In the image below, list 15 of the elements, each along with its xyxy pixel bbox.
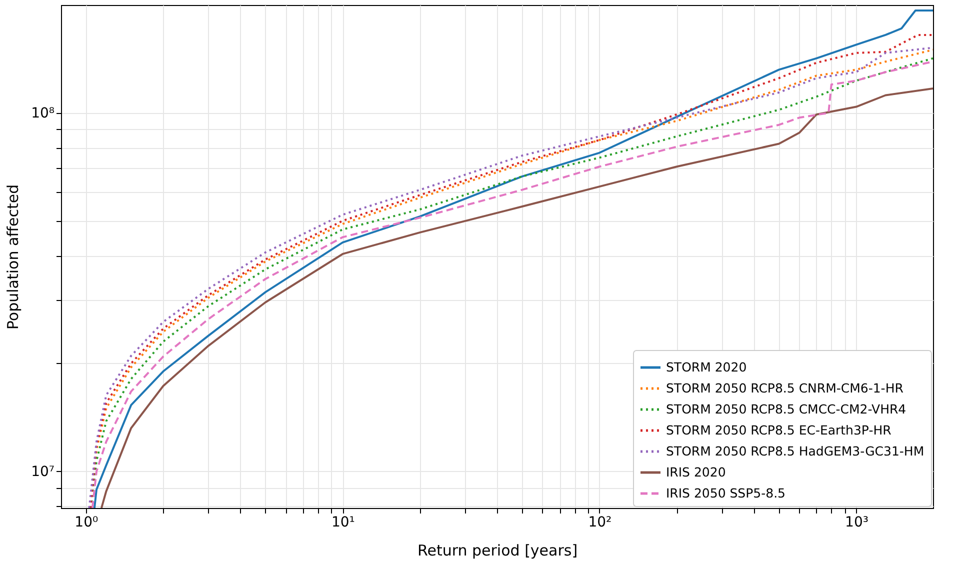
legend-label: STORM 2050 RCP8.5 HadGEM3-GC31-HM — [666, 444, 924, 458]
x-axis-title: Return period [years] — [417, 542, 578, 560]
legend-label: STORM 2050 RCP8.5 CMCC-CM2-VHR4 — [666, 402, 906, 416]
legend-label: IRIS 2020 — [666, 464, 726, 480]
x-tick-label: 10¹ — [331, 514, 355, 530]
y-tick-label: 10⁸ — [31, 105, 55, 122]
legend-label: STORM 2050 RCP8.5 CNRM-CM6-1-HR — [666, 380, 904, 396]
legend-label: STORM 2050 RCP8.5 EC-Earth3P-HR — [666, 422, 892, 438]
y-axis-title: Population affected — [4, 184, 22, 330]
x-tick-label: 10³ — [845, 514, 868, 530]
x-tick-label: 10⁰ — [74, 514, 98, 530]
legend-label: STORM 2020 — [666, 360, 747, 374]
legend-label: IRIS 2050 SSP5-8.5 — [666, 486, 786, 500]
y-tick-label: 10⁷ — [31, 464, 54, 480]
x-tick-label: 10² — [588, 514, 612, 530]
